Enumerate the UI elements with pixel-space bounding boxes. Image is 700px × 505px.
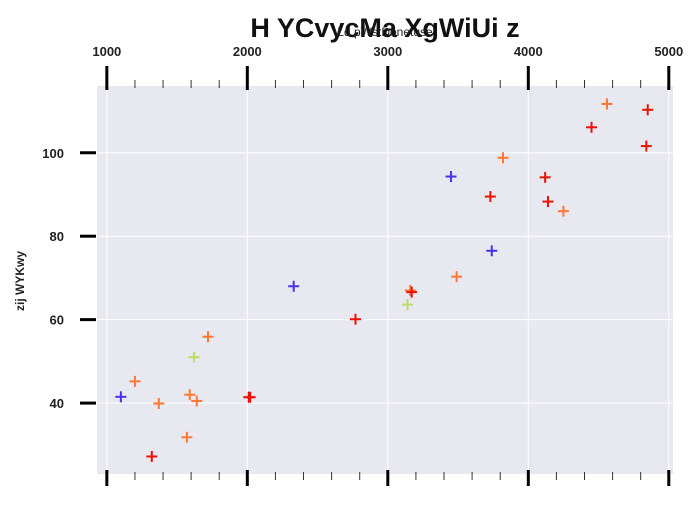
- y-tick-label: 80: [50, 229, 64, 244]
- data-point: [486, 245, 498, 257]
- data-point: [451, 271, 463, 283]
- data-point: [484, 191, 496, 203]
- point-layer: [115, 98, 654, 462]
- y-tick-label: 100: [42, 146, 64, 161]
- x-tick-label: 3000: [373, 44, 402, 59]
- y-axis-label: zij WYKwy: [13, 251, 27, 311]
- data-point: [191, 395, 203, 407]
- plot-background: [97, 86, 673, 474]
- tick-layer: 1000 2000 3000 4000 5000 40 60 80 100: [42, 44, 683, 486]
- data-point: [539, 171, 551, 183]
- y-tick-label: 60: [50, 313, 64, 328]
- x-tick-label: 1000: [92, 44, 121, 59]
- data-point: [404, 284, 416, 296]
- data-point: [184, 389, 196, 401]
- data-point: [557, 205, 569, 217]
- data-point: [497, 152, 509, 164]
- x-tick-label: 4000: [514, 44, 543, 59]
- data-point: [640, 140, 652, 152]
- data-point: [181, 431, 193, 443]
- x-axis-label: Ld pWstDonetuse: [337, 25, 433, 39]
- x-tick-label: 5000: [654, 44, 683, 59]
- chart-title: H YCvycMa XgWiUi z: [250, 13, 519, 43]
- data-point: [188, 351, 200, 363]
- data-point: [153, 397, 165, 409]
- data-point: [202, 331, 214, 343]
- grid-layer: [97, 86, 673, 474]
- data-point: [542, 196, 554, 208]
- data-point: [586, 121, 598, 133]
- data-point: [445, 171, 457, 183]
- data-point: [129, 375, 141, 387]
- data-point: [349, 313, 361, 325]
- data-point: [401, 299, 413, 311]
- data-point: [642, 104, 654, 116]
- data-point: [288, 280, 300, 292]
- data-point: [406, 286, 418, 298]
- data-point: [146, 450, 158, 462]
- y-tick-label: 40: [50, 396, 64, 411]
- data-point: [601, 98, 613, 110]
- x-tick-label: 2000: [233, 44, 262, 59]
- data-point: [115, 391, 127, 403]
- data-point: [244, 391, 256, 403]
